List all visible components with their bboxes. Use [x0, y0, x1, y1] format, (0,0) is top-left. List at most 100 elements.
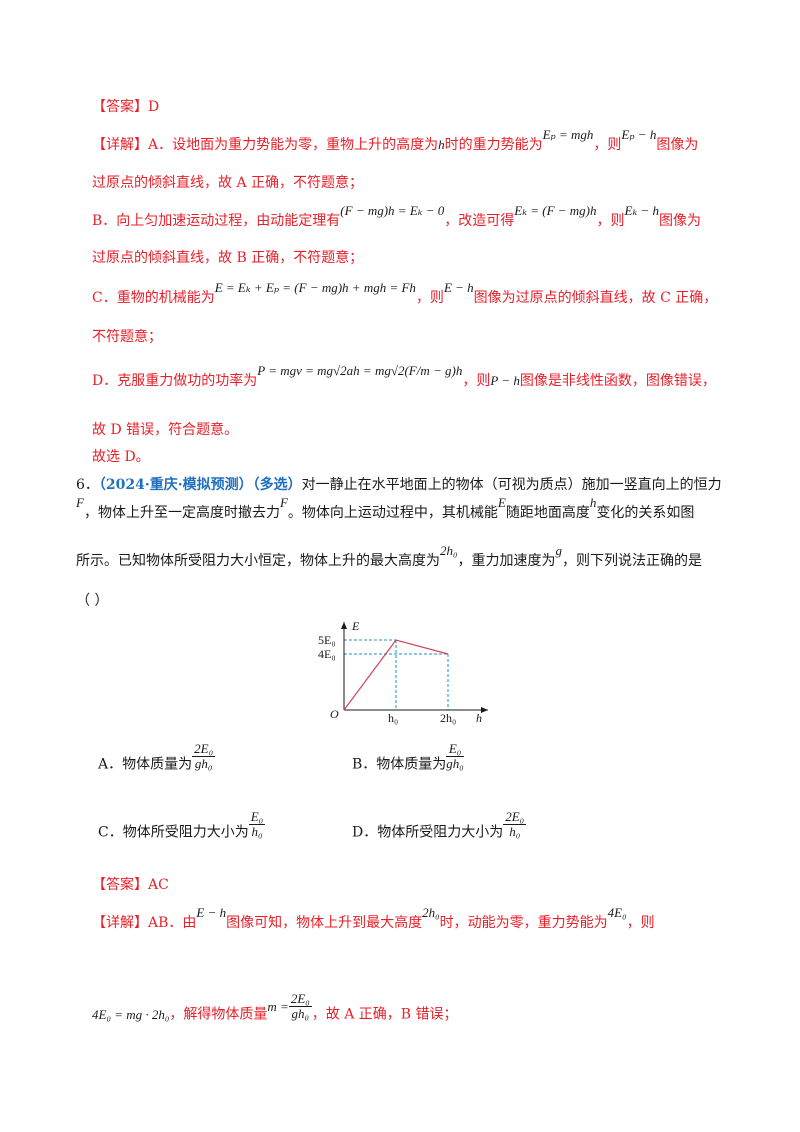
detail-text: AB．由	[148, 915, 197, 931]
answer-tag: 【答案】	[92, 99, 148, 115]
question-text: 所示。已知物体所受阻力大小恒定，物体上升的最大高度为	[76, 553, 440, 569]
mass-fraction: 2E₀ gh₀	[288, 991, 312, 1021]
math-g: g	[555, 543, 563, 558]
option-fraction: 2E₀ gh₀	[192, 741, 216, 771]
math-expression: Eₚ − h	[621, 127, 657, 142]
detail-text: 图像为过原点的倾斜直线，故 C 正确，	[473, 290, 718, 306]
math-F: F	[279, 495, 288, 510]
math-expression: 2h₀	[422, 905, 440, 920]
fraction-numerator: E₀	[248, 809, 266, 825]
math-h: h	[589, 495, 597, 510]
detail-text: ，则	[626, 915, 655, 931]
detail-d-line2: 故 D 错误，符合题意。	[92, 422, 239, 438]
fraction-denominator: gh₀	[291, 1006, 310, 1021]
detail-text: ，则	[415, 290, 444, 306]
answer-value: D	[148, 99, 160, 115]
detail-text: A．设地面为重力势能为零，重物上升的高度为	[148, 137, 439, 153]
math-expression: E − h	[196, 905, 227, 920]
conclusion-5: 故选 D。	[92, 449, 150, 465]
option-text: D．物体所受阻力大小为	[352, 824, 504, 841]
question-6-line3: 所示。已知物体所受阻力大小恒定，物体上升的最大高度为2h₀，重力加速度为g，则下…	[76, 543, 703, 570]
detail-b-line2: 过原点的倾斜直线，故 B 正确，不符题意；	[92, 250, 364, 266]
detail-text: ，解得物体质量	[169, 1006, 268, 1023]
detail-text: ，则	[462, 373, 491, 389]
answer-tag: 【答案】	[92, 877, 148, 893]
answer-line-6: 【答案】AC	[92, 876, 169, 894]
fraction-denominator: gh₀	[194, 756, 213, 771]
fraction-denominator: h₀	[509, 824, 521, 839]
x-tick-label: 2h₀	[440, 711, 456, 725]
answer-value: AC	[148, 877, 169, 893]
math-expression: P − h	[490, 373, 520, 388]
question-6-line2: F，物体上升至一定高度时撤去力F。物体向上运动过程中，其机械能E随距地面高度h变…	[76, 495, 695, 522]
option-fraction: E₀ h₀	[248, 809, 266, 839]
question-text: 。物体向上运动过程中，其机械能	[287, 505, 498, 521]
detail-text: ，故 A 正确，B 错误；	[311, 1006, 458, 1023]
detail-c-line1: C．重物的机械能为E = Eₖ + Eₚ = (F − mg)h + mgh =…	[92, 280, 718, 307]
detail-tag: 【详解】	[92, 137, 148, 153]
detail-text: 时的重力势能为	[444, 137, 543, 153]
question-source: （2024·重庆·模拟预测）（多选）	[98, 477, 302, 493]
y-axis-label: E	[351, 619, 360, 633]
option-text: A．物体质量为	[98, 756, 193, 773]
detail-text: 图像是非线性函数，图像错误，	[519, 373, 716, 389]
detail-text: D．克服重力做功的功率为	[92, 373, 258, 389]
detail-text: 时，动能为零，重力势能为	[439, 915, 608, 931]
question-text: ，则下列说法正确的是	[562, 553, 703, 569]
energy-series-line	[343, 639, 449, 711]
detail-a-line2: 过原点的倾斜直线，故 A 正确，不符题意；	[92, 175, 364, 191]
detail-text: C．重物的机械能为	[92, 290, 215, 306]
detail-b-line1: B．向上匀加速运动过程，由动能定理有(F − mg)h = Eₖ − 0，改造可…	[92, 203, 701, 230]
math-expression: (F − mg)h = Eₖ − 0	[340, 203, 445, 218]
math-expression: P = mgv = mg√2ah = mg√2(F/m − g)h	[257, 363, 463, 378]
math-expression: Eₖ − h	[624, 203, 659, 218]
answer-parentheses: （ ）	[76, 593, 109, 609]
detail-6-line1: 【详解】AB．由E − h图像可知，物体上升到最大高度2h₀时，动能为零，重力势…	[92, 905, 655, 932]
detail-text: 图像为	[658, 213, 701, 229]
detail-text: ，改造可得	[444, 213, 515, 229]
answer-line-5: 【答案】D	[92, 98, 159, 116]
math-expression: m =	[267, 998, 289, 1014]
math-expression: E = Eₖ + Eₚ = (F − mg)h + mgh = Fh	[214, 280, 416, 295]
option-c[interactable]: C．物体所受阻力大小为 E₀ h₀	[98, 810, 266, 847]
option-a[interactable]: A．物体质量为 2E₀ gh₀	[98, 742, 216, 779]
option-text: C．物体所受阻力大小为	[98, 824, 249, 841]
math-expression: Eₚ = mgh	[542, 127, 594, 142]
option-d[interactable]: D．物体所受阻力大小为 2E₀ h₀	[352, 810, 527, 847]
y-tick-label: 4E₀	[318, 647, 336, 661]
detail-text: 图像为	[656, 137, 699, 153]
fraction-numerator: E₀	[446, 742, 464, 757]
detail-tag: 【详解】	[92, 915, 148, 931]
math-expression: Eₖ = (F − mg)h	[514, 203, 597, 218]
fraction-numerator: 2E₀	[503, 809, 527, 825]
option-b[interactable]: B．物体质量为 E₀ gh₀	[352, 742, 464, 779]
question-text: 变化的关系如图	[596, 505, 695, 521]
fraction-numerator: 2E₀	[192, 741, 216, 757]
detail-text: ，则	[596, 213, 625, 229]
y-tick-label: 5E₀	[318, 633, 336, 647]
question-text: 随距地面高度	[505, 505, 590, 521]
fraction-denominator: gh₀	[446, 756, 464, 771]
origin-label: O	[330, 707, 339, 721]
detail-c-line2: 不符题意；	[92, 329, 162, 345]
math-expression: E − h	[443, 280, 474, 295]
detail-text: 图像可知，物体上升到最大高度	[226, 915, 423, 931]
detail-text: B．向上匀加速运动过程，由动能定理有	[92, 213, 341, 229]
option-fraction: 2E₀ h₀	[503, 809, 527, 839]
question-6-line1: 6．（2024·重庆·模拟预测）（多选）对一静止在水平地面上的物体（可视为质点）…	[76, 476, 722, 494]
detail-6-line2: 4E₀ = mg · 2h₀，解得物体质量m = 2E₀ gh₀ ，故 A 正确，B …	[92, 992, 458, 1029]
math-expression: 2h₀	[440, 543, 458, 558]
x-tick-label: h₀	[388, 711, 398, 725]
fraction-numerator: 2E₀	[288, 991, 312, 1007]
x-axis-label: h	[476, 711, 482, 725]
math-E: E	[497, 495, 506, 510]
math-h: h	[438, 137, 445, 152]
detail-text: ，则	[593, 137, 622, 153]
detail-a-line1: 【详解】A．设地面为重力势能为零，重物上升的高度为h时的重力势能为Eₚ = mg…	[92, 127, 699, 154]
fraction-denominator: h₀	[251, 824, 263, 839]
question-number: 6．	[76, 477, 99, 493]
detail-d-line1: D．克服重力做功的功率为P = mgv = mg√2ah = mg√2(F/m …	[92, 363, 716, 390]
question-text: ，重力加速度为	[457, 553, 556, 569]
